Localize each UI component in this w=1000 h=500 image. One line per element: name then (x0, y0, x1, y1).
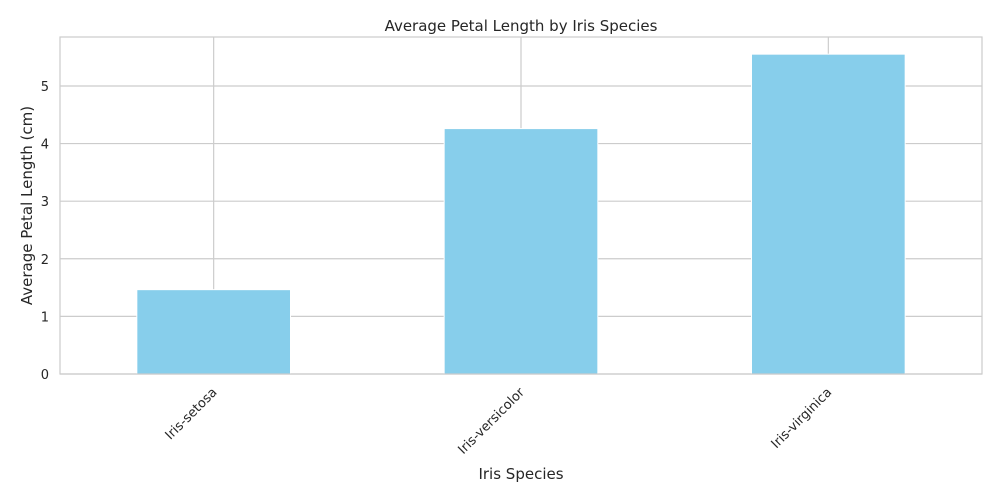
bar-iris-virginica (751, 53, 906, 375)
x-tick-label: Iris-versicolor (455, 385, 528, 458)
x-tick-label: Iris-virginica (769, 385, 836, 452)
y-tick-label: 3 (41, 195, 49, 210)
x-tick-label: Iris-setosa (163, 385, 221, 443)
bars (136, 53, 906, 375)
x-tick-labels: Iris-setosa Iris-versicolor Iris-virginica (163, 385, 836, 458)
y-tick-label: 4 (41, 138, 49, 153)
y-tick-label: 0 (41, 368, 49, 383)
y-tick-label: 5 (41, 80, 49, 95)
bar-iris-setosa (136, 289, 291, 375)
y-tick-label: 2 (41, 253, 49, 268)
chart-title: Average Petal Length by Iris Species (385, 17, 658, 35)
x-axis-title: Iris Species (478, 465, 563, 483)
y-tick-labels: 0 1 2 3 4 5 (41, 80, 49, 383)
bar-iris-versicolor (443, 128, 599, 375)
y-axis-title: Average Petal Length (cm) (18, 106, 36, 305)
plot-frame (59, 36, 983, 375)
y-tick-label: 1 (41, 310, 49, 325)
